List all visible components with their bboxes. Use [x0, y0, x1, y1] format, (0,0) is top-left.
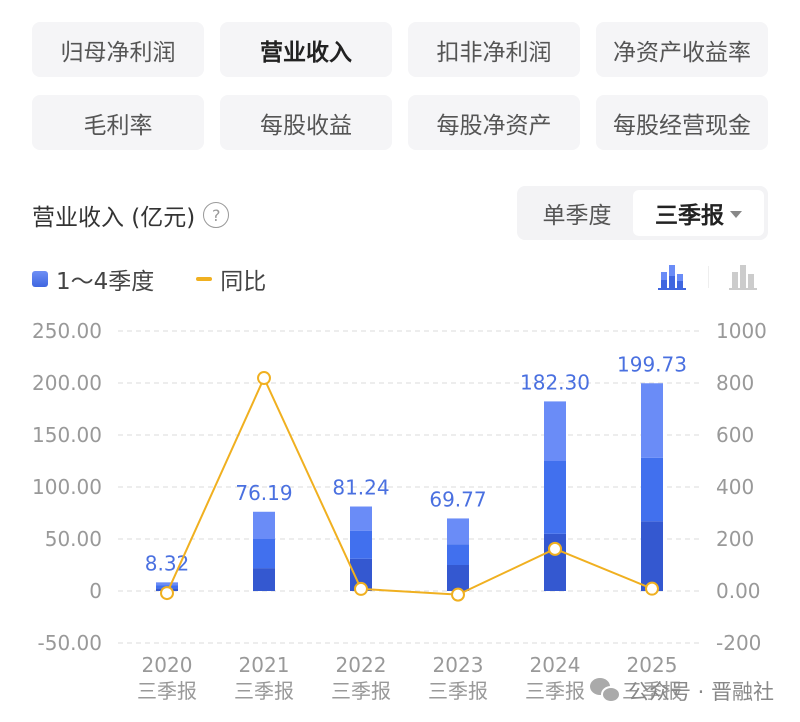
- x-tick-sub: 三季报: [137, 679, 197, 703]
- bar-2024[interactable]: [544, 401, 566, 591]
- bar-segment: [253, 539, 275, 569]
- period-toggle: 单季度 三季报: [517, 186, 768, 240]
- revenue-chart[interactable]: 250.00 200.00 150.00 100.00 50.00 0 -50.00 1000…: [0, 310, 800, 710]
- chevron-down-icon: [730, 211, 742, 218]
- bar-segment: [641, 457, 663, 522]
- metric-tab[interactable]: 营业收入: [220, 22, 392, 77]
- metric-tab[interactable]: 每股净资产: [408, 95, 580, 150]
- metric-tab[interactable]: 每股收益: [220, 95, 392, 150]
- y-right-tick: 600: [716, 423, 754, 447]
- bar-segment: [544, 401, 566, 461]
- bar-swatch-icon: [32, 271, 48, 287]
- period-selected-label: 三季报: [655, 203, 724, 229]
- line-swatch-icon: [196, 277, 213, 281]
- chart-legend: 1～4季度 同比: [32, 262, 266, 296]
- bar-total-label: 76.19: [235, 481, 292, 505]
- x-tick-sub: 三季报: [428, 679, 488, 703]
- period-single-quarter[interactable]: 单季度: [542, 203, 612, 229]
- yoy-line: [166, 375, 653, 596]
- watermark: 公众号 · 晋融社: [590, 676, 774, 706]
- chart-title-text: 营业收入 (亿元): [32, 205, 196, 231]
- bar-segment: [350, 558, 372, 591]
- x-tick-year: 2021: [239, 653, 290, 677]
- x-tick-sub: 三季报: [622, 679, 682, 703]
- bar-total-label: 8.32: [145, 551, 190, 575]
- y-left-tick: 150.00: [32, 423, 102, 447]
- y-right-tick: 200: [716, 527, 754, 551]
- y-right-tick: 0.00: [716, 579, 761, 603]
- x-tick-sub: 三季报: [525, 679, 585, 703]
- metric-tab[interactable]: 扣非净利润: [408, 22, 580, 77]
- y-left-tick: -50.00: [38, 631, 102, 655]
- bar-2022[interactable]: [350, 506, 372, 591]
- yoy-point[interactable]: [451, 587, 465, 602]
- yoy-point[interactable]: [257, 371, 271, 386]
- y-left-tick: 100.00: [32, 475, 102, 499]
- bar-segment: [253, 568, 275, 591]
- yoy-point[interactable]: [548, 541, 562, 556]
- bar-total-label: 199.73: [617, 352, 687, 376]
- bar-2021[interactable]: [253, 511, 275, 591]
- bar-segment: [253, 511, 275, 539]
- x-tick-year: 2025: [627, 653, 678, 677]
- legend-bars-label: 1～4季度: [56, 269, 155, 295]
- bar-segment: [350, 506, 372, 531]
- y-right-tick: -200: [716, 631, 761, 655]
- chart-title: 营业收入 (亿元) ?: [32, 198, 230, 232]
- y-left-tick: 0: [89, 579, 102, 603]
- yoy-point[interactable]: [354, 581, 368, 596]
- y-right-tick: 400: [716, 475, 754, 499]
- bar-total-label: 69.77: [429, 487, 486, 511]
- metric-tab[interactable]: 归母净利润: [32, 22, 204, 77]
- y-left-tick: 200.00: [32, 371, 102, 395]
- bar-view-icon[interactable]: [727, 262, 761, 292]
- bar-segment: [447, 544, 469, 565]
- metric-tab[interactable]: 净资产收益率: [596, 22, 768, 77]
- y-right-tick: 800: [716, 371, 754, 395]
- yoy-point[interactable]: [645, 581, 659, 596]
- metric-tab[interactable]: 毛利率: [32, 95, 204, 150]
- wechat-icon: [590, 678, 622, 704]
- x-tick-sub: 三季报: [234, 679, 294, 703]
- bar-total-label: 81.24: [332, 476, 389, 500]
- metric-tab[interactable]: 每股经营现金: [596, 95, 768, 150]
- bar-segment: [447, 565, 469, 591]
- yoy-point[interactable]: [160, 586, 174, 601]
- chart-view-toggle: [656, 262, 761, 292]
- y-left-tick: 50.00: [45, 527, 102, 551]
- x-tick-year: 2023: [433, 653, 484, 677]
- bar-segment: [641, 383, 663, 458]
- legend-line-label: 同比: [220, 269, 267, 295]
- y-right-tick: 1000: [716, 319, 767, 343]
- help-icon[interactable]: ?: [203, 202, 230, 228]
- bar-segment: [544, 461, 566, 534]
- x-tick-year: 2020: [142, 653, 193, 677]
- bar-segment: [156, 582, 178, 586]
- x-tick-year: 2022: [336, 653, 387, 677]
- stacked-bar-view-icon[interactable]: [656, 262, 690, 292]
- x-tick-year: 2024: [530, 653, 581, 677]
- metric-tabs: 归母净利润 营业收入 扣非净利润 净资产收益率毛利率 每股收益 每股净资产 每股经营现金: [32, 22, 768, 150]
- legend-line[interactable]: 同比: [196, 262, 266, 296]
- watermark-text: 公众号 · 晋融社: [628, 680, 775, 704]
- bar-2025[interactable]: [641, 383, 663, 591]
- bar-segment: [447, 518, 469, 545]
- view-divider: [708, 266, 709, 288]
- legend-bars[interactable]: 1～4季度: [32, 262, 154, 296]
- bar-2023[interactable]: [447, 518, 469, 591]
- period-dropdown[interactable]: 三季报: [633, 190, 764, 236]
- x-tick-sub: 三季报: [331, 679, 391, 703]
- bar-total-label: 182.30: [520, 370, 590, 394]
- bar-segment: [350, 530, 372, 559]
- bar-segment: [641, 521, 663, 591]
- y-left-tick: 250.00: [32, 319, 102, 343]
